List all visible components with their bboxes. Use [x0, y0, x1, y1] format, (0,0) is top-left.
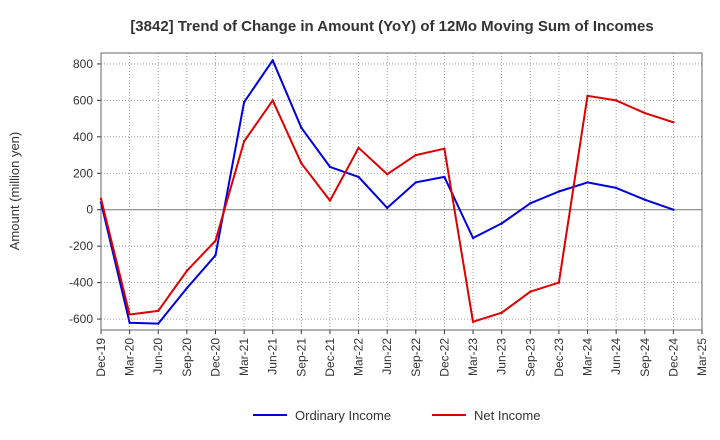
data-point — [357, 175, 360, 179]
x-tick-label: Sep-22 — [409, 338, 423, 377]
data-point — [128, 313, 131, 316]
data-point — [529, 202, 532, 205]
y-tick-label: -400 — [69, 276, 93, 290]
x-tick-label: Mar-21 — [237, 338, 251, 376]
data-point — [157, 322, 160, 325]
x-tick-label: Dec-19 — [94, 338, 108, 377]
data-point — [128, 321, 131, 324]
x-tick-label: Mar-22 — [352, 338, 366, 376]
legend-label-2: Net Income — [474, 408, 540, 423]
data-point — [643, 198, 646, 201]
x-tick-label: Jun-22 — [380, 338, 394, 375]
data-point — [443, 175, 446, 179]
data-point — [99, 197, 103, 200]
x-tick-label: Sep-23 — [523, 338, 537, 377]
data-point — [443, 147, 446, 150]
data-point — [471, 320, 475, 323]
data-point — [185, 269, 189, 272]
data-point — [157, 309, 160, 313]
plot-area: -600 -400 -200 0 200 400 600 800 Dec-19 Mar-20 Jun… — [69, 52, 709, 377]
data-point — [614, 99, 618, 102]
x-tick-label: Dec-22 — [437, 338, 451, 377]
y-tick-label: 600 — [73, 93, 93, 107]
legend: Ordinary Income Net Income — [253, 408, 540, 423]
y-tick-label: 400 — [73, 130, 93, 144]
y-axis-label: Amount (million yen) — [7, 132, 22, 251]
data-point — [586, 181, 589, 184]
y-tick-label: 800 — [73, 57, 93, 71]
data-point — [271, 99, 274, 102]
data-point — [300, 162, 303, 165]
y-tick-label: -200 — [69, 239, 93, 253]
data-point — [414, 153, 418, 157]
x-tick-label: Dec-20 — [208, 338, 222, 377]
data-point — [328, 165, 332, 169]
data-point — [414, 181, 418, 184]
data-point — [357, 146, 360, 149]
data-point — [557, 281, 561, 284]
data-point — [586, 94, 589, 98]
data-point — [214, 239, 217, 242]
x-tick-label: Jun-21 — [266, 338, 280, 375]
legend-label-1: Ordinary Income — [295, 408, 391, 423]
x-tick-label: Jun-24 — [609, 338, 623, 375]
y-tick-label: -600 — [69, 312, 93, 326]
data-point — [385, 206, 389, 210]
x-tick-label: Sep-21 — [294, 338, 308, 377]
x-tick-label: Sep-20 — [180, 338, 194, 377]
data-point — [242, 140, 246, 143]
data-point — [672, 121, 675, 124]
x-tick-label: Dec-24 — [666, 338, 680, 377]
data-point — [529, 290, 532, 293]
data-point — [242, 101, 246, 104]
data-point — [385, 172, 389, 176]
data-point — [643, 111, 646, 115]
data-point — [672, 208, 675, 211]
data-point — [614, 186, 618, 190]
x-tick-label: Jun-20 — [151, 338, 165, 375]
y-tick-label: 0 — [86, 203, 93, 217]
chart-title: [3842] Trend of Change in Amount (YoY) o… — [130, 18, 653, 35]
data-point — [500, 311, 503, 314]
data-point — [185, 286, 189, 290]
data-point — [471, 236, 475, 240]
data-point — [271, 59, 274, 62]
x-tick-label: Mar-23 — [466, 338, 480, 376]
data-point — [557, 190, 561, 193]
x-tick-label: Dec-23 — [552, 338, 566, 377]
x-tick-label: Jun-23 — [495, 338, 509, 375]
data-point — [500, 222, 503, 225]
x-tick-label: Mar-20 — [123, 338, 137, 376]
x-tick-label: Mar-25 — [695, 338, 709, 376]
x-tick-label: Dec-21 — [323, 338, 337, 377]
data-point — [328, 199, 332, 202]
x-tick-label: Sep-24 — [638, 338, 652, 377]
data-point — [300, 126, 303, 129]
plot-frame — [100, 52, 703, 331]
y-tick-label: 200 — [73, 166, 93, 180]
data-point — [214, 254, 217, 257]
x-tick-label: Mar-24 — [581, 338, 595, 376]
